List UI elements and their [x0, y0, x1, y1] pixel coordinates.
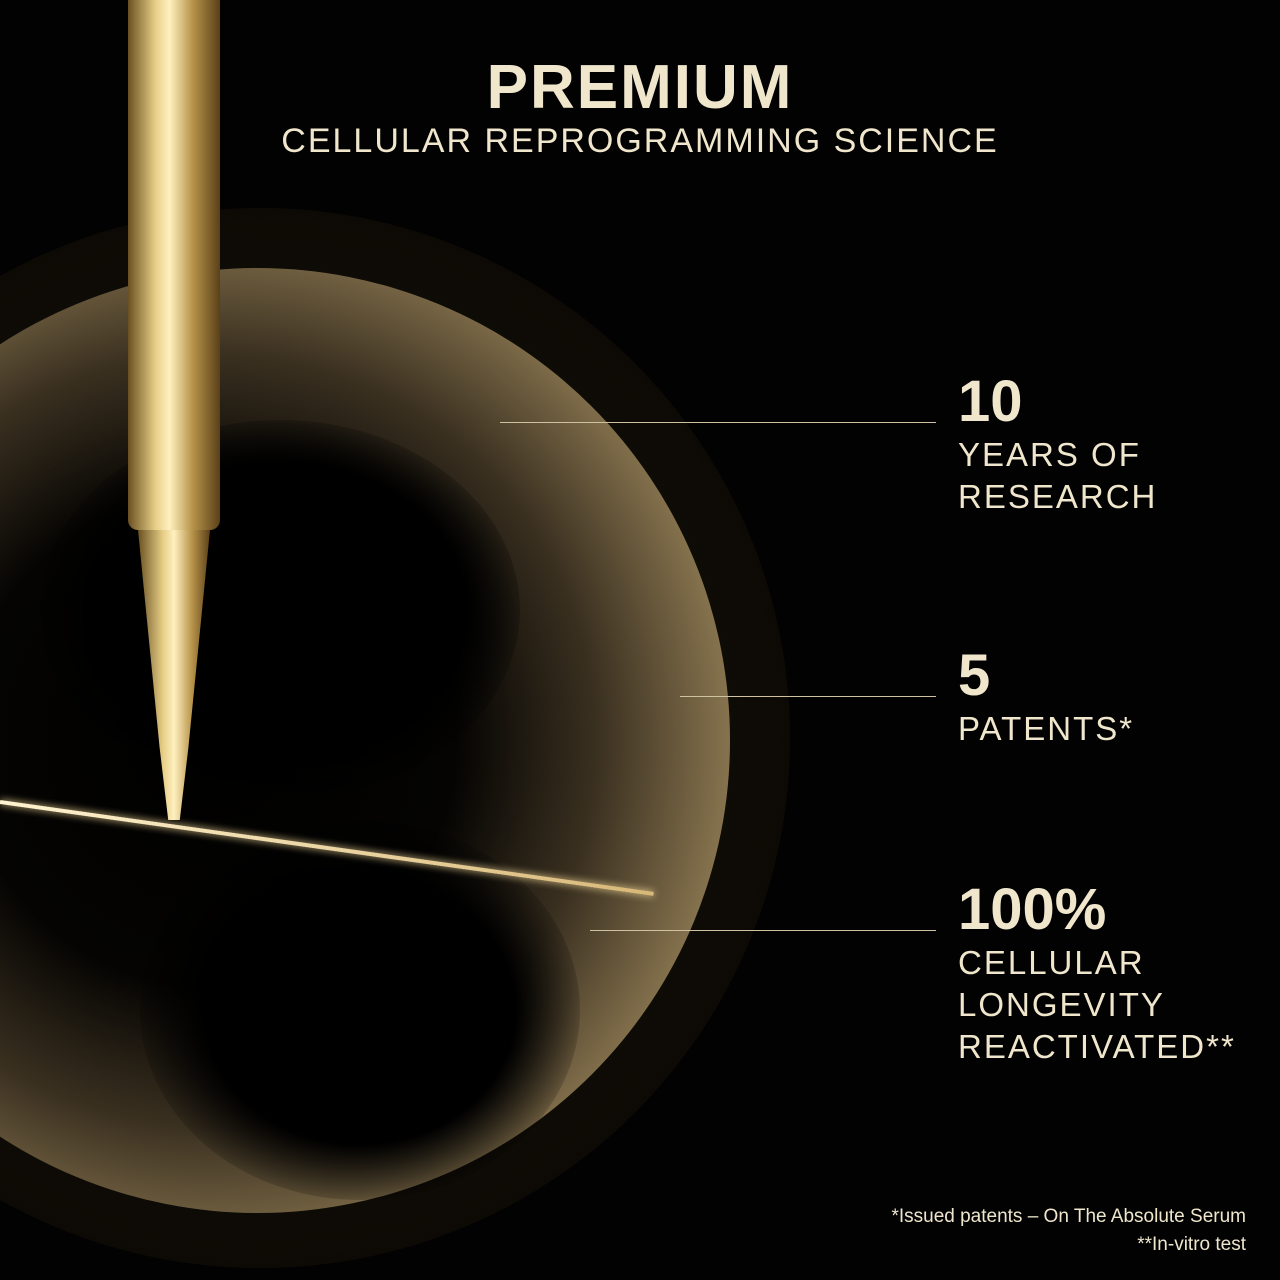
label-line: YEARS OF — [958, 436, 1141, 473]
footnote-patents: *Issued patents – On The Absolute Serum — [891, 1206, 1246, 1227]
stat-label-years: YEARS OF RESEARCH — [958, 434, 1157, 518]
stat-value-longevity: 100% — [958, 877, 1107, 942]
pipette — [128, 0, 220, 530]
dark-cell-area — [140, 820, 580, 1200]
footnote-invitro: **In-vitro test — [1137, 1234, 1246, 1255]
stat-value-patents: 5 — [958, 643, 991, 708]
callout-line — [500, 422, 936, 423]
callout-line — [680, 696, 936, 697]
label-line: REACTIVATED** — [958, 1028, 1236, 1065]
subheadline: CELLULAR REPROGRAMMING SCIENCE — [281, 122, 999, 160]
label-line: CELLULAR — [958, 944, 1145, 981]
label-line: PATENTS* — [958, 710, 1135, 747]
callout-line — [590, 930, 936, 931]
dark-cell-area — [40, 420, 520, 800]
label-line: RESEARCH — [958, 478, 1158, 515]
headline: PREMIUM — [486, 53, 794, 122]
stat-label-longevity: CELLULAR LONGEVITY REACTIVATED** — [958, 942, 1236, 1068]
stat-label-patents: PATENTS* — [958, 708, 1134, 750]
label-line: LONGEVITY — [958, 986, 1165, 1023]
stat-value-years: 10 — [958, 369, 1023, 434]
